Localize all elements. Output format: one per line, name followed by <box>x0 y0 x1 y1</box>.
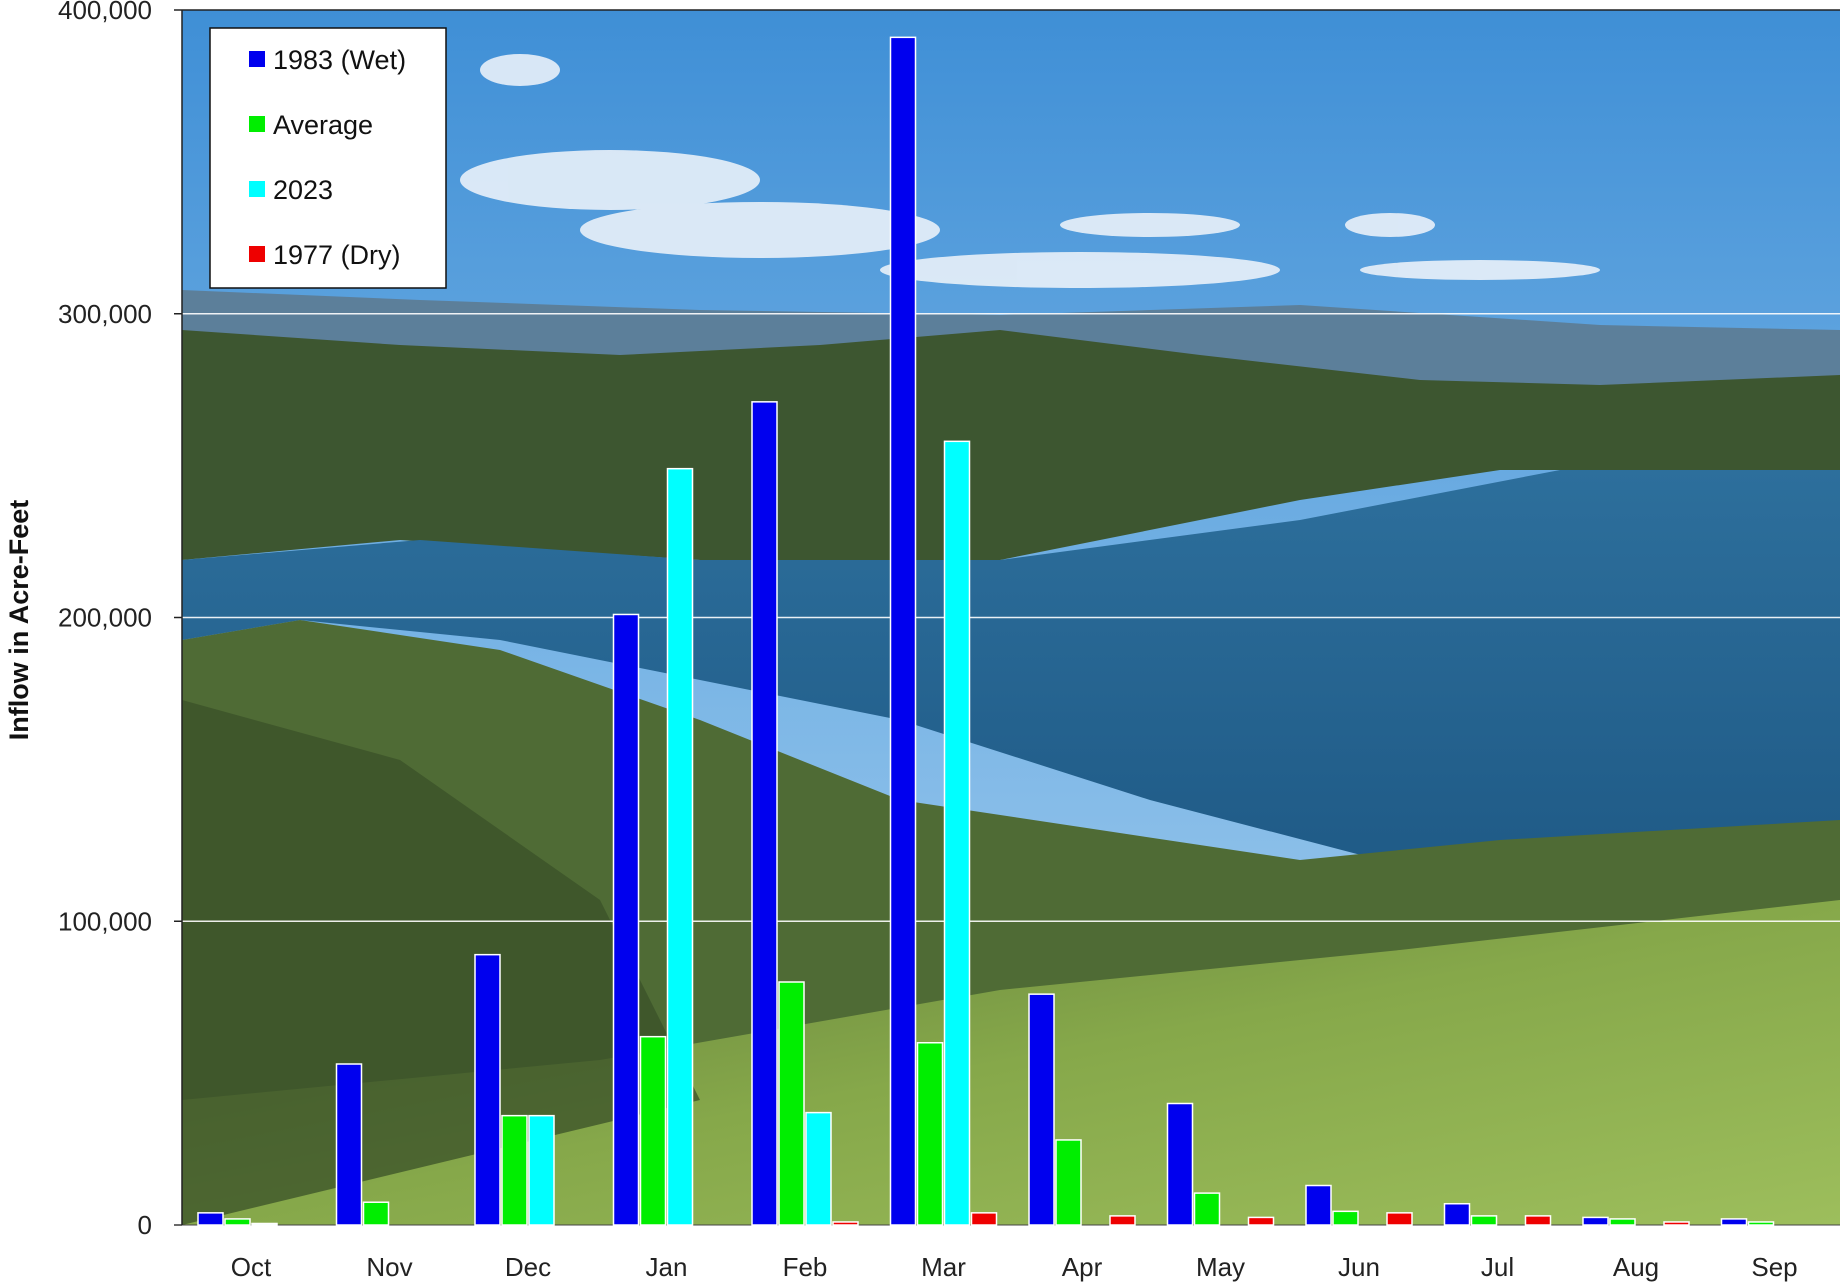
bar-1977-dry-jun <box>1386 1212 1413 1226</box>
x-tick-label: Nov <box>366 1252 412 1282</box>
legend-label: 2023 <box>273 175 333 205</box>
bar-average-dec <box>501 1114 528 1226</box>
bar-2023-oct <box>251 1222 278 1226</box>
bar-average-aug <box>1609 1218 1636 1226</box>
bar-average-oct <box>224 1218 251 1226</box>
bar-average-sep <box>1747 1221 1775 1226</box>
bar-2023-dec <box>528 1114 555 1226</box>
bar-1983-wet-oct <box>197 1212 224 1226</box>
bar-average-jun <box>1332 1210 1359 1226</box>
legend-label: Average <box>273 110 373 140</box>
bar-average-jul <box>1470 1215 1498 1226</box>
bar-1983-wet-feb <box>751 401 778 1226</box>
legend: 1983 (Wet) Average 2023 1977 (Dry) <box>209 27 447 289</box>
bar-1977-dry-mar <box>970 1212 998 1226</box>
x-tick-label: Jul <box>1481 1252 1514 1282</box>
bar-1983-wet-sep <box>1720 1218 1748 1226</box>
bar-1977-dry-may <box>1247 1216 1275 1226</box>
x-tick-label: Jun <box>1338 1252 1380 1282</box>
x-tick-label: Aug <box>1613 1252 1659 1282</box>
bar-1983-wet-jun <box>1305 1184 1332 1226</box>
y-tick-labels: 0 100,000 200,000 300,000 400,000 <box>58 0 152 1240</box>
x-tick-label: Oct <box>231 1252 272 1282</box>
bar-1983-wet-apr <box>1028 993 1055 1226</box>
y-tick-label: 200,000 <box>58 603 152 633</box>
legend-label: 1983 (Wet) <box>273 45 406 75</box>
bar-1977-dry-jul <box>1524 1215 1552 1226</box>
bar-1977-dry-aug <box>1663 1221 1690 1226</box>
bar-1983-wet-jul <box>1443 1202 1471 1226</box>
bar-1983-wet-may <box>1166 1102 1194 1226</box>
bar-1983-wet-mar <box>889 36 917 1226</box>
bar-2023-mar <box>943 440 971 1226</box>
legend-label: 1977 (Dry) <box>273 240 401 270</box>
x-tick-label: Apr <box>1062 1252 1103 1282</box>
x-tick-label: Jan <box>646 1252 688 1282</box>
y-tick-label: 400,000 <box>58 0 152 25</box>
legend-swatch <box>249 246 265 262</box>
y-axis-label: Inflow in Acre-Feet <box>4 500 34 741</box>
bar-average-nov <box>362 1201 390 1226</box>
bar-2023-feb <box>805 1111 832 1226</box>
bar-average-apr <box>1055 1139 1082 1226</box>
x-tick-label: Dec <box>505 1252 551 1282</box>
bar-1983-wet-nov <box>335 1063 363 1226</box>
x-tick-labels: Oct Nov Dec Jan Feb Mar Apr May Jun Jul Aug Sep <box>231 1252 1798 1282</box>
y-tick-label: 300,000 <box>58 299 152 329</box>
x-tick-label: Feb <box>783 1252 828 1282</box>
legend-swatch <box>249 181 265 197</box>
x-tick-label: May <box>1196 1252 1245 1282</box>
y-tick-label: 0 <box>138 1210 152 1240</box>
legend-swatch <box>249 51 265 67</box>
bar-average-may <box>1193 1192 1221 1226</box>
bar-1983-wet-aug <box>1582 1216 1609 1226</box>
bar-1983-wet-jan <box>612 613 640 1226</box>
x-tick-label: Sep <box>1751 1252 1797 1282</box>
background-photo <box>182 10 1840 1225</box>
bar-1977-dry-feb <box>832 1221 859 1226</box>
x-tick-label: Mar <box>921 1252 966 1282</box>
legend-swatch <box>249 116 265 132</box>
gridlines <box>174 9 1840 1226</box>
bar-average-jan <box>639 1035 667 1226</box>
bars <box>197 36 1775 1226</box>
bar-1977-dry-apr <box>1109 1215 1136 1226</box>
y-tick-label: 100,000 <box>58 906 152 936</box>
bar-2023-jan <box>666 467 694 1226</box>
bar-1983-wet-dec <box>474 953 501 1226</box>
legend-box <box>209 27 447 289</box>
bar-average-mar <box>916 1042 944 1226</box>
bar-average-feb <box>778 981 805 1226</box>
